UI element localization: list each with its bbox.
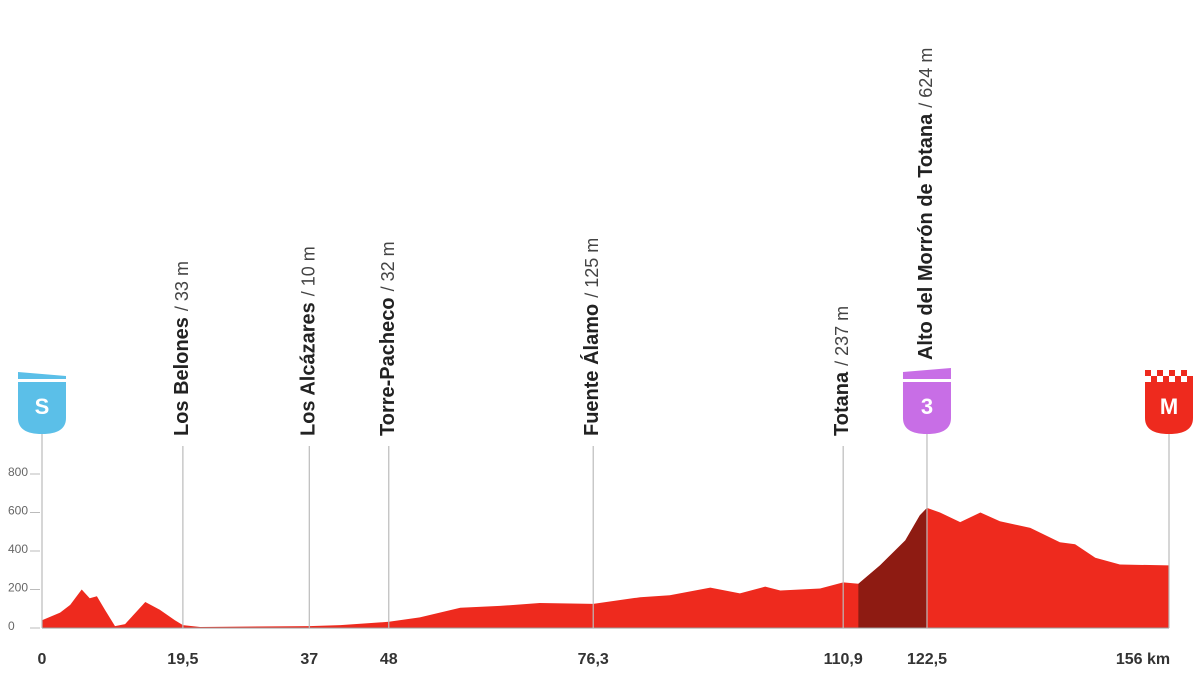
y-tick-label: 400 (8, 542, 28, 556)
place-label: Totana / 237 m (831, 306, 853, 436)
marker-label: S (35, 394, 50, 419)
marker-badge (18, 382, 66, 434)
place-name: Fuente Álamo (580, 304, 603, 436)
checker (1145, 370, 1151, 376)
y-tick-label: 600 (8, 504, 28, 518)
place-elevation: / 125 m (582, 238, 602, 298)
elevation-area (42, 507, 1169, 628)
x-tick-label: 76,3 (578, 651, 609, 668)
place-name: Los Belones (171, 317, 193, 436)
place-label: Los Belones / 33 m (171, 261, 193, 436)
place-name: Totana (831, 371, 853, 436)
checker (1157, 370, 1163, 376)
y-tick-label: 200 (8, 581, 28, 595)
x-tick-label: 19,5 (167, 651, 198, 668)
place-name: Alto del Morrón de Totana (915, 113, 937, 360)
place-elevation: / 10 m (298, 246, 318, 296)
marker-badge (1145, 382, 1193, 434)
checker (1175, 376, 1181, 382)
checker (1169, 370, 1175, 376)
y-tick-label: 0 (8, 619, 15, 633)
checker (1187, 376, 1193, 382)
y-tick-label: 800 (8, 465, 28, 479)
marker-top (902, 368, 951, 379)
checker (1163, 376, 1169, 382)
place-elevation: / 32 m (378, 241, 398, 291)
place-name: Torre-Pacheco (377, 297, 399, 436)
place-elevation: / 33 m (172, 261, 192, 311)
x-tick-label: 122,5 (907, 651, 947, 668)
marker-label: M (1160, 394, 1178, 419)
marker-label: 3 (921, 394, 933, 419)
x-tick-label: 156 km (1116, 651, 1170, 668)
climb-area (858, 507, 927, 628)
x-tick-label: 110,9 (824, 651, 863, 668)
checker (1181, 370, 1187, 376)
x-tick-label: 37 (300, 651, 318, 668)
marker-badge (902, 382, 951, 434)
place-label: Fuente Álamo / 125 m (580, 238, 603, 436)
place-label: Los Alcázares / 10 m (298, 246, 320, 436)
place-elevation: / 237 m (832, 306, 852, 366)
checker (1151, 376, 1157, 382)
place-name: Los Alcázares (298, 302, 320, 436)
marker-top (18, 372, 66, 379)
x-tick-label: 48 (380, 651, 398, 668)
place-label: Torre-Pacheco / 32 m (377, 241, 399, 436)
place-label: Alto del Morrón de Totana / 624 m (915, 48, 937, 360)
x-tick-label: 0 (38, 651, 47, 668)
place-elevation: / 624 m (916, 48, 936, 108)
